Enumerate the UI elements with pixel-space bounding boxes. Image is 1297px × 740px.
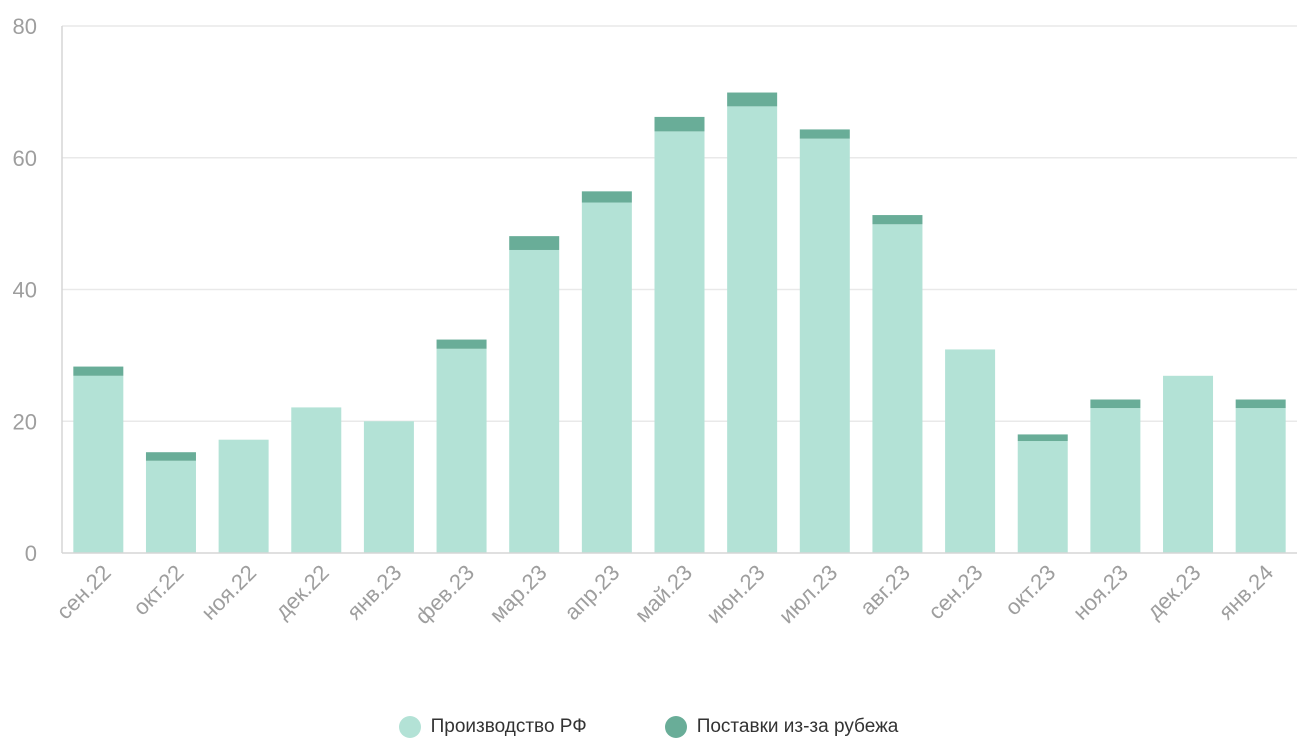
y-tick-label: 80 — [13, 14, 37, 39]
bar-segment-imports[interactable] — [727, 92, 778, 107]
bar-segment-production[interactable] — [872, 224, 923, 553]
bar-segment-production[interactable] — [218, 439, 269, 553]
bar-segment-production[interactable] — [73, 375, 124, 553]
legend-swatch-production — [398, 716, 421, 738]
bar-segment-production[interactable] — [799, 138, 850, 554]
bar-segment-production[interactable] — [1090, 408, 1141, 553]
x-tick-label: фев.23 — [410, 560, 479, 629]
x-tick-label: окт.22 — [128, 560, 188, 620]
bar-segment-imports[interactable] — [145, 452, 196, 461]
y-tick-labels: 0 20 40 60 80 — [13, 14, 37, 566]
bar-segment-imports[interactable] — [1090, 399, 1141, 409]
y-tick-label: 40 — [13, 278, 37, 303]
x-tick-label: ноя.22 — [196, 560, 261, 625]
x-tick-label: май.23 — [630, 560, 697, 627]
x-tick-label: сен.23 — [923, 560, 987, 624]
legend-item-production[interactable]: Производство РФ — [398, 716, 587, 738]
x-tick-label: июл.23 — [774, 560, 842, 628]
bar-segment-production[interactable] — [436, 348, 487, 553]
bar-segment-production[interactable] — [145, 460, 196, 553]
x-tick-label: сен.22 — [52, 560, 116, 624]
legend-label-production: Производство РФ — [430, 716, 587, 737]
y-tick-label: 20 — [13, 409, 37, 434]
bar-segment-imports[interactable] — [73, 366, 124, 376]
stacked-bar-chart: 0 20 40 60 80 сен.22 окт.22 ноя.22 дек.22 янв.23… — [13, 14, 1297, 629]
bar-segment-imports[interactable] — [799, 129, 850, 139]
x-tick-label: янв.24 — [1214, 560, 1279, 625]
bars — [73, 92, 1286, 554]
axes — [61, 26, 1297, 554]
legend-item-imports[interactable]: Поставки из-за рубежа — [664, 716, 899, 738]
bar-segment-production[interactable] — [727, 106, 778, 554]
bar-segment-production[interactable] — [945, 349, 996, 553]
x-tick-label: ноя.23 — [1068, 560, 1133, 625]
x-tick-label: авг.23 — [855, 560, 915, 620]
legend-label-imports: Поставки из-за рубежа — [696, 716, 899, 737]
x-tick-label: июн.23 — [701, 560, 769, 628]
bar-segment-production[interactable] — [291, 407, 342, 553]
bar-segment-imports[interactable] — [509, 236, 560, 250]
bar-segment-production[interactable] — [1163, 375, 1214, 553]
bar-segment-production[interactable] — [363, 421, 414, 553]
bar-segment-imports[interactable] — [581, 191, 632, 203]
bar-segment-production[interactable] — [581, 202, 632, 554]
bar-segment-production[interactable] — [654, 131, 705, 553]
y-tick-label: 60 — [13, 146, 37, 171]
bar-segment-imports[interactable] — [1017, 434, 1068, 442]
y-tick-label: 0 — [25, 541, 37, 566]
bar-segment-imports[interactable] — [872, 215, 923, 225]
legend-swatch-imports — [664, 716, 687, 738]
x-tick-label: дек.23 — [1142, 560, 1206, 624]
bar-segment-production[interactable] — [1235, 408, 1286, 553]
bar-segment-imports[interactable] — [436, 339, 487, 349]
legend: Производство РФ Поставки из-за рубежа — [0, 714, 1297, 740]
bar-segment-imports[interactable] — [654, 116, 705, 132]
x-tick-label: янв.23 — [342, 560, 407, 625]
bar-segment-production[interactable] — [509, 249, 560, 553]
x-tick-labels: сен.22 окт.22 ноя.22 дек.22 янв.23 фев.23 мар.… — [52, 560, 1279, 629]
x-tick-label: апр.23 — [559, 560, 624, 625]
x-tick-label: дек.22 — [270, 560, 334, 624]
x-tick-label: окт.23 — [1000, 560, 1060, 620]
bar-segment-production[interactable] — [1017, 441, 1068, 553]
bar-segment-imports[interactable] — [1235, 399, 1286, 409]
x-tick-label: мар.23 — [484, 560, 551, 627]
